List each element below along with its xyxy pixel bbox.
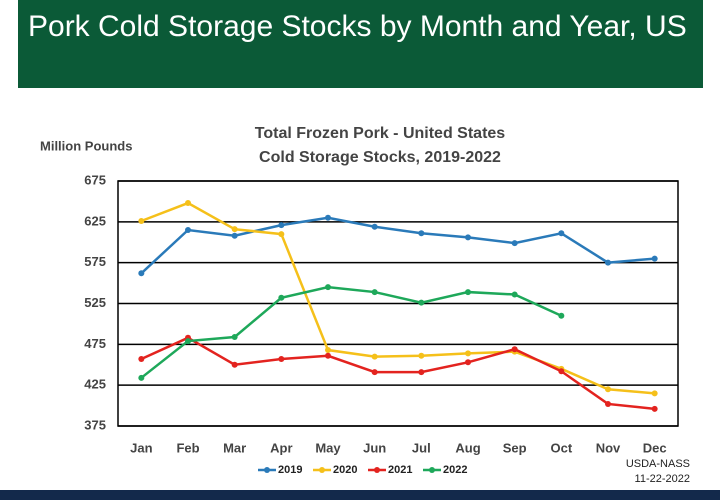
legend-marker: [374, 467, 380, 473]
data-point: [558, 230, 565, 237]
legend-label: 2021: [388, 464, 412, 476]
data-point: [371, 223, 378, 230]
data-point: [465, 234, 471, 241]
data-point: [231, 226, 238, 233]
y-axis-label: Million Pounds: [40, 138, 132, 153]
data-point: [418, 352, 425, 359]
chart-subtitle: Cold Storage Stocks, 2019-2022: [259, 149, 501, 166]
legend-label: 2019: [278, 464, 302, 476]
x-tick-label: Jan: [130, 440, 152, 455]
data-point: [278, 294, 285, 301]
data-point: [278, 222, 285, 229]
legend-label: 2020: [333, 464, 357, 476]
data-point: [185, 338, 191, 345]
y-tick-label: 525: [84, 295, 106, 310]
data-point: [465, 359, 471, 366]
x-tick-label: Nov: [596, 440, 621, 455]
data-point: [605, 400, 611, 407]
data-point: [465, 350, 471, 357]
header: Pork Cold Storage Stocks by Month and Ye…: [18, 0, 703, 88]
data-point: [231, 333, 238, 340]
data-point: [138, 356, 145, 363]
data-point: [185, 227, 191, 233]
data-point: [371, 369, 378, 376]
data-point: [418, 230, 425, 237]
plot-frame: [117, 180, 679, 427]
data-point: [511, 346, 518, 353]
x-tick-label: Feb: [176, 440, 199, 455]
legend-marker: [319, 467, 325, 473]
y-tick-label: 425: [84, 377, 106, 392]
data-point: [231, 232, 238, 239]
data-point: [138, 270, 145, 277]
series-line: [140, 216, 655, 275]
legend-marker: [264, 467, 270, 473]
x-tick-label: Jun: [363, 440, 386, 455]
data-point: [651, 405, 658, 412]
data-point: [325, 352, 331, 359]
data-point: [558, 368, 565, 375]
x-tick-label: Dec: [643, 440, 667, 455]
data-point: [325, 214, 331, 221]
data-point: [511, 291, 518, 298]
data-point: [605, 386, 611, 393]
data-point: [651, 255, 658, 262]
data-point: [418, 299, 425, 306]
date: 11-22-2022: [635, 473, 690, 485]
data-point: [511, 240, 518, 247]
y-tick-label: 375: [84, 417, 106, 432]
legend-marker: [429, 467, 435, 473]
series-line: [140, 285, 562, 379]
y-tick-label: 575: [84, 254, 106, 269]
data-point: [651, 390, 658, 397]
x-tick-label: Mar: [223, 440, 246, 455]
source: USDA-NASS: [626, 458, 690, 470]
data-point: [465, 289, 471, 296]
data-point: [278, 231, 285, 238]
series-line: [140, 336, 655, 411]
y-tick-label: 675: [84, 172, 106, 187]
data-point: [418, 369, 425, 376]
data-point: [278, 356, 285, 363]
data-point: [231, 361, 238, 368]
x-tick-label: Aug: [455, 440, 480, 455]
data-point: [371, 353, 378, 360]
x-tick-label: Sep: [503, 440, 527, 455]
data-point: [138, 374, 145, 381]
legend-label: 2022: [443, 464, 467, 476]
x-tick-label: May: [315, 440, 341, 455]
chart-title: Total Frozen Pork - United States: [255, 125, 506, 142]
data-point: [325, 347, 331, 354]
series-line: [140, 201, 655, 395]
x-tick-label: Apr: [270, 440, 292, 455]
y-tick-label: 475: [84, 336, 106, 351]
x-tick-label: Jul: [412, 440, 431, 455]
footer-bar: [0, 490, 720, 500]
x-tick-label: Oct: [550, 440, 572, 455]
data-point: [371, 289, 378, 296]
data-point: [558, 312, 565, 319]
y-tick-label: 625: [84, 213, 106, 228]
data-point: [325, 284, 331, 291]
header-title: Pork Cold Storage Stocks by Month and Ye…: [28, 10, 687, 43]
data-point: [185, 200, 191, 207]
data-point: [605, 259, 611, 266]
data-point: [138, 218, 145, 225]
